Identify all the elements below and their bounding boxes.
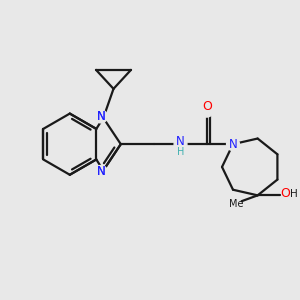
Text: H: H: [177, 147, 184, 157]
Circle shape: [94, 165, 107, 178]
Text: O: O: [202, 100, 212, 113]
Text: H: H: [290, 189, 298, 199]
Circle shape: [94, 110, 107, 123]
Text: N: N: [97, 110, 105, 123]
Text: N: N: [97, 110, 105, 123]
Text: N: N: [97, 165, 105, 178]
Circle shape: [200, 104, 213, 117]
Circle shape: [226, 138, 239, 151]
Text: N: N: [229, 138, 237, 151]
Text: N: N: [176, 135, 185, 148]
Circle shape: [174, 138, 187, 151]
Text: O: O: [280, 188, 290, 200]
Text: Me: Me: [229, 199, 243, 209]
Text: N: N: [97, 165, 105, 178]
